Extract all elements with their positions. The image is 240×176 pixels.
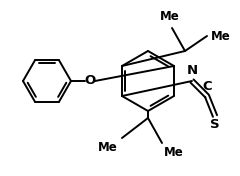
Text: Me: Me bbox=[160, 10, 180, 23]
Text: C: C bbox=[202, 80, 212, 93]
Text: O: O bbox=[84, 74, 96, 87]
Text: Me: Me bbox=[98, 141, 118, 154]
Text: Me: Me bbox=[164, 146, 184, 159]
Text: S: S bbox=[210, 118, 220, 131]
Text: N: N bbox=[186, 64, 198, 77]
Text: Me: Me bbox=[211, 30, 231, 42]
